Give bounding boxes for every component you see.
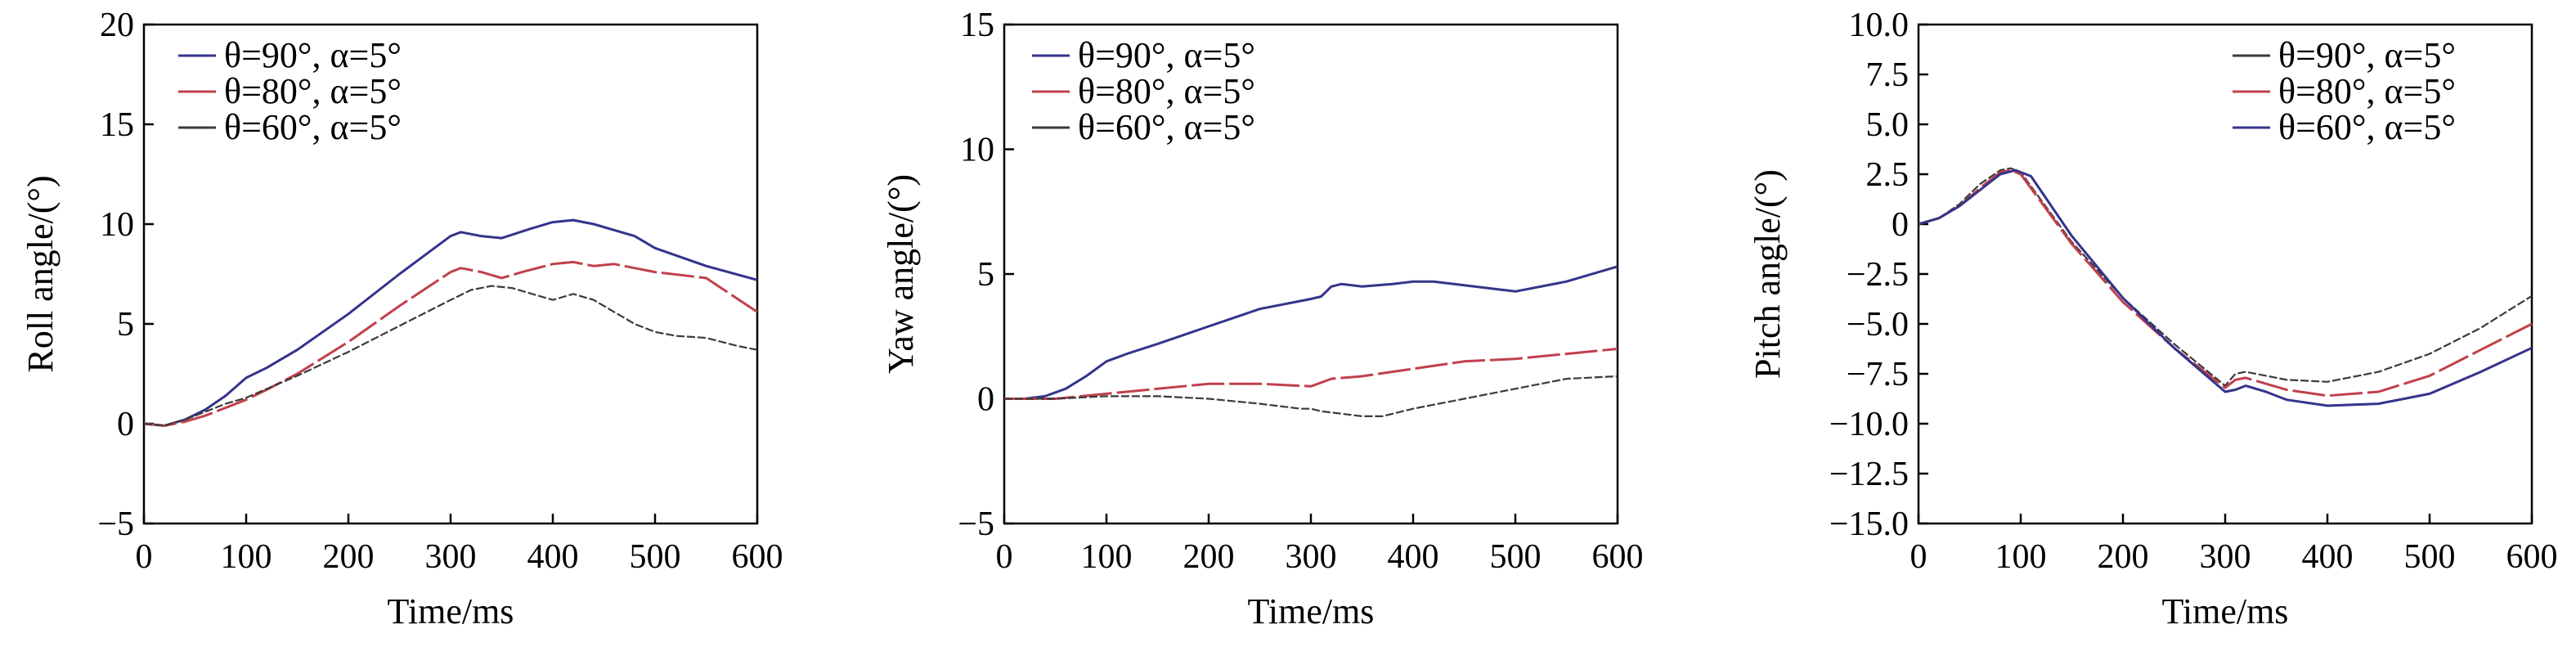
roll-y-tick-label: −5	[97, 505, 134, 543]
pitch-y-tick-label: 5.0	[1866, 106, 1910, 144]
yaw-y-tick-label: −5	[958, 505, 994, 543]
pitch-y-tick-label: 0	[1892, 206, 1909, 244]
pitch-legend-label-0: θ=90°, α=5°	[2278, 35, 2456, 75]
roll-x-tick-label: 100	[221, 538, 272, 576]
yaw-legend-label-2: θ=60°, α=5°	[1078, 107, 1255, 147]
yaw-y-tick-label: 5	[977, 256, 994, 294]
pitch-series-0-line	[1918, 167, 2533, 387]
roll-y-axis-label: Roll angle/(°)	[20, 175, 61, 372]
roll-x-tick-label: 0	[136, 538, 153, 576]
yaw-x-tick-label: 300	[1286, 538, 1337, 576]
roll-x-tick-label: 300	[425, 538, 477, 576]
roll-y-tick-label: 10	[100, 206, 134, 244]
roll-series-0-line	[143, 218, 758, 427]
yaw-x-tick-label: 500	[1490, 538, 1542, 576]
pitch-x-axis-label: Time/ms	[2162, 591, 2289, 631]
yaw-x-tick-label: 600	[1592, 538, 1644, 576]
roll-y-tick-label: 20	[100, 7, 134, 44]
pitch-angle-panel: 0 100 200 300 400 500 600 −15.0 −12.5 −10.0 −7.5 −5…	[1748, 7, 2558, 631]
yaw-series-2-line	[1004, 375, 1618, 417]
yaw-x-tick-label: 200	[1183, 538, 1235, 576]
pitch-y-tick-label: 2.5	[1866, 156, 1910, 194]
roll-y-tick-label: 15	[100, 106, 134, 144]
pitch-x-tick-label: 400	[2302, 538, 2354, 576]
roll-angle-panel: 0 100 200 300 400 500 600−505101520Time/msRoll…	[20, 7, 783, 631]
pitch-y-axis-label: Pitch angle/(°)	[1748, 169, 1788, 379]
pitch-y-tick-label: 10.0	[1849, 7, 1910, 44]
roll-x-axis-label: Time/ms	[388, 591, 514, 631]
pitch-x-tick-label: 500	[2404, 538, 2456, 576]
yaw-x-tick-label: 400	[1388, 538, 1439, 576]
yaw-x-tick-label: 0	[996, 538, 1013, 576]
pitch-x-tick-label: 100	[1995, 538, 2047, 576]
pitch-series-1-line	[1918, 168, 2533, 398]
yaw-y-tick-label: 10	[960, 132, 994, 169]
roll-legend-label-1: θ=80°, α=5°	[224, 71, 402, 111]
yaw-x-tick-label: 100	[1081, 538, 1133, 576]
pitch-y-tick-label: −15.0	[1829, 505, 1909, 543]
pitch-y-tick-label: −2.5	[1847, 256, 1909, 294]
yaw-y-tick-label: 15	[960, 7, 994, 44]
roll-legend-label-2: θ=60°, α=5°	[224, 107, 402, 147]
pitch-x-tick-label: 600	[2506, 538, 2558, 576]
yaw-legend-label-1: θ=80°, α=5°	[1078, 71, 1255, 111]
roll-y-tick-label: 5	[117, 306, 134, 344]
roll-series-1-line	[143, 260, 758, 427]
roll-x-tick-label: 200	[323, 538, 375, 576]
yaw-series-1-line	[1004, 348, 1618, 400]
roll-x-tick-label: 600	[732, 538, 783, 576]
pitch-legend-label-1: θ=80°, α=5°	[2278, 71, 2456, 111]
roll-y-tick-label: 0	[117, 406, 134, 443]
pitch-x-tick-label: 200	[2098, 538, 2149, 576]
yaw-series-0-line	[1004, 265, 1618, 400]
yaw-x-axis-label: Time/ms	[1248, 591, 1375, 631]
yaw-legend-label-0: θ=90°, α=5°	[1078, 35, 1255, 75]
pitch-y-tick-label: −5.0	[1847, 306, 1909, 344]
pitch-y-tick-label: 7.5	[1866, 56, 1910, 94]
pitch-y-tick-label: −10.0	[1829, 406, 1909, 443]
pitch-series-2-line	[1918, 168, 2533, 407]
pitch-x-tick-label: 0	[1910, 538, 1928, 576]
roll-series-2-line	[143, 285, 758, 427]
yaw-y-tick-label: 0	[977, 381, 994, 419]
roll-legend-label-0: θ=90°, α=5°	[224, 35, 402, 75]
roll-x-tick-label: 400	[527, 538, 579, 576]
pitch-legend-label-2: θ=60°, α=5°	[2278, 107, 2456, 147]
pitch-x-tick-label: 300	[2200, 538, 2251, 576]
roll-x-tick-label: 500	[630, 538, 681, 576]
pitch-y-tick-label: −12.5	[1829, 456, 1909, 493]
pitch-y-tick-label: −7.5	[1847, 356, 1909, 393]
yaw-y-axis-label: Yaw angle/(°)	[881, 174, 921, 374]
